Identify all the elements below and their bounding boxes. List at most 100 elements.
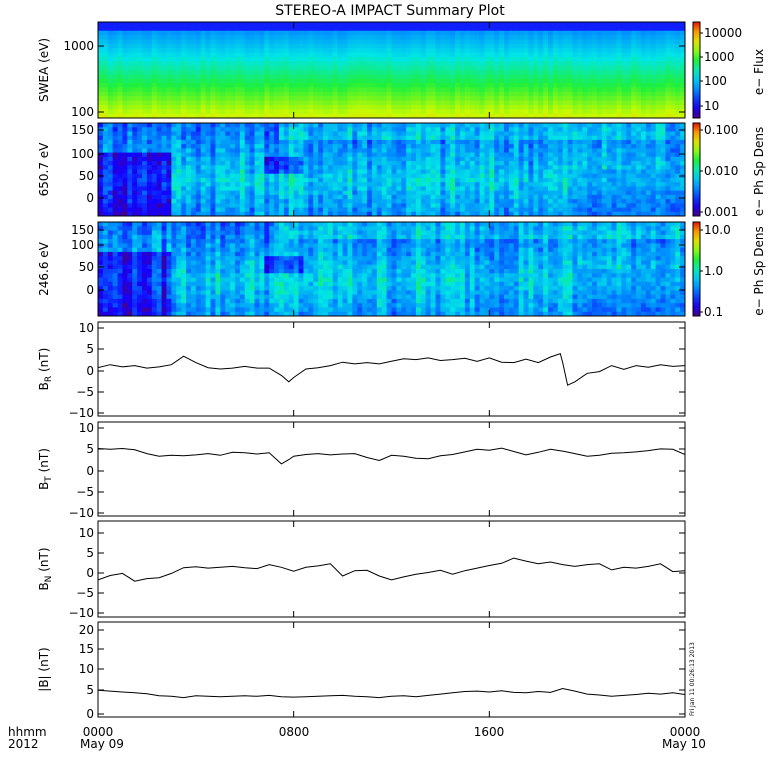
heatmap-cell — [323, 156, 329, 162]
heatmap-cell — [161, 74, 168, 80]
heatmap-cell — [327, 78, 334, 84]
heatmap-cell — [499, 43, 505, 49]
heatmap-cell — [171, 22, 177, 27]
heatmap-cell — [528, 43, 534, 49]
heatmap-cell — [596, 56, 603, 62]
heatmap-cell — [606, 131, 613, 137]
heatmap-cell — [596, 61, 603, 67]
heatmap-cell — [259, 22, 265, 27]
heatmap-cell — [459, 22, 466, 27]
heatmap-cell — [420, 177, 427, 183]
heatmap-cell — [621, 83, 627, 89]
heatmap-cell — [596, 186, 603, 192]
heatmap-cell — [190, 131, 197, 137]
heatmap-cell — [117, 61, 124, 67]
heatmap-cell — [567, 39, 574, 45]
heatmap-cell — [489, 43, 495, 49]
heatmap-cell — [171, 156, 177, 162]
heatmap-cell — [220, 152, 226, 158]
heatmap-cell — [98, 139, 104, 145]
heatmap-cell — [587, 194, 593, 200]
heatmap-cell — [156, 152, 163, 158]
heatmap-cell — [518, 74, 525, 80]
heatmap-cell — [171, 123, 177, 128]
heatmap-cell — [107, 22, 114, 27]
heatmap-cell — [308, 161, 314, 166]
heatmap-cell — [464, 61, 471, 67]
heatmap-cell — [200, 104, 207, 110]
heatmap-cell — [523, 194, 530, 200]
heatmap-cell — [562, 144, 569, 149]
heatmap-cell — [513, 61, 520, 67]
heatmap-cell — [626, 48, 632, 54]
heatmap-cell — [411, 83, 417, 89]
heatmap-cell — [342, 203, 349, 209]
heatmap-cell — [411, 186, 417, 192]
heatmap-cell — [122, 61, 128, 67]
heatmap-cell — [367, 169, 373, 175]
heatmap-cell — [156, 182, 163, 188]
heatmap-cell — [592, 30, 598, 36]
heatmap-cell — [278, 139, 285, 145]
heatmap-cell — [156, 199, 163, 204]
heatmap-cell — [528, 199, 534, 204]
heatmap-cell — [205, 61, 212, 67]
heatmap-cell — [274, 96, 280, 102]
heatmap-cell — [401, 43, 407, 49]
heatmap-cell — [239, 165, 246, 171]
heatmap-cell — [455, 113, 461, 118]
heatmap-cell — [323, 91, 329, 97]
heatmap-cell — [425, 123, 432, 128]
heatmap-cell — [225, 169, 231, 175]
heatmap-cell — [611, 148, 618, 154]
heatmap-cell — [386, 104, 393, 110]
heatmap-cell — [230, 109, 236, 115]
heatmap-cell — [420, 182, 427, 188]
heatmap-cell — [161, 113, 168, 118]
heatmap-cell — [337, 177, 344, 183]
heatmap-cell — [244, 113, 251, 118]
heatmap-cell — [215, 87, 221, 93]
heatmap-cell — [430, 190, 437, 196]
heatmap-cell — [401, 113, 407, 118]
heatmap-cell — [528, 173, 534, 179]
heatmap-cell — [283, 186, 290, 192]
heatmap-cell — [611, 56, 618, 62]
heatmap-cell — [543, 211, 549, 216]
heatmap-cell — [195, 127, 202, 133]
heatmap-cell — [552, 135, 559, 141]
heatmap-cell — [318, 127, 324, 133]
heatmap-cell — [274, 74, 280, 80]
heatmap-cell — [391, 35, 397, 41]
heatmap-cell — [592, 87, 598, 93]
heatmap-cell — [665, 113, 671, 118]
heatmap-cell — [538, 100, 544, 106]
heatmap-cell — [596, 43, 603, 49]
heatmap-cell — [582, 156, 588, 162]
heatmap-cell — [455, 211, 461, 216]
heatmap-cell — [249, 177, 256, 183]
heatmap-cell — [601, 190, 608, 196]
heatmap-cell — [450, 207, 456, 213]
heatmap-cell — [313, 182, 319, 188]
heatmap-cell — [381, 104, 388, 110]
heatmap-cell — [151, 52, 158, 58]
heatmap-cell — [98, 52, 104, 58]
heatmap-cell — [332, 104, 339, 110]
heatmap-cell — [430, 52, 437, 58]
heatmap-cell — [391, 91, 397, 97]
heatmap-cell — [411, 70, 417, 75]
heatmap-cell — [137, 39, 143, 45]
heatmap-cell — [278, 26, 285, 32]
heatmap-cell — [176, 139, 182, 145]
heatmap-cell — [528, 135, 534, 141]
heatmap-cell — [508, 78, 515, 84]
heatmap-cell — [195, 177, 202, 183]
heatmap-cell — [347, 156, 353, 162]
heatmap-cell — [347, 144, 353, 149]
heatmap-cell — [308, 70, 314, 75]
heatmap-cell — [195, 104, 202, 110]
heatmap-cell — [288, 39, 295, 45]
heatmap-cell — [195, 48, 202, 54]
